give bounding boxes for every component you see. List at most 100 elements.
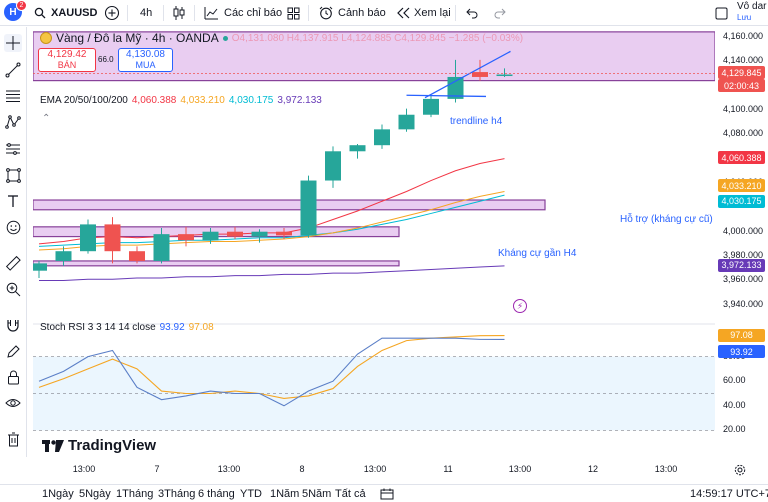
draw-mode-tool[interactable] (4, 342, 22, 360)
candle-body (496, 74, 513, 77)
visibility-tool[interactable] (4, 394, 22, 412)
resistance-annotation[interactable]: Kháng cự gần H4 (498, 248, 577, 259)
replay-label: Xem lại (414, 7, 451, 19)
range-button[interactable]: 6 tháng (198, 488, 235, 500)
candle-body (251, 231, 268, 237)
ema-price-tag: 3,972.133 (718, 258, 765, 272)
undo-button[interactable] (466, 4, 478, 22)
range-button[interactable]: Tất cả (335, 488, 366, 500)
indicators-icon (204, 7, 218, 20)
candle-body (104, 224, 121, 252)
undo-icon (466, 8, 478, 19)
buy-button[interactable]: 4,130.08 MUA (118, 48, 173, 72)
ema-legend[interactable]: EMA 20/50/100/200 4,060.388 4,033.210 4,… (40, 95, 322, 106)
sr-zone (33, 199, 546, 211)
candle-body (423, 98, 439, 115)
rsi-tick-label: 40.00 (723, 399, 746, 410)
notification-badge: 2 (16, 0, 27, 11)
range-button[interactable]: YTD (240, 488, 262, 500)
sell-button[interactable]: 4,129.42 BÁN (38, 48, 96, 72)
pencil-lock-icon (6, 344, 20, 358)
sr-zone (33, 260, 400, 267)
time-axis[interactable]: 13:00 7 13:00 8 13:00 11 13:00 12 13:00 (33, 462, 715, 478)
gold-coin-icon (40, 32, 52, 44)
ema-price-tag: 4,060.388 (718, 151, 765, 165)
forecast-icon (6, 143, 20, 155)
market-status-dot (222, 35, 228, 41)
replay-button[interactable]: Xem lại (397, 4, 451, 22)
range-button[interactable]: 1Ngày (42, 488, 74, 500)
rsi-tick-label: 60.00 (723, 375, 746, 386)
trendline-tool[interactable] (4, 61, 22, 79)
redo-button[interactable] (494, 4, 506, 22)
candle-body (374, 129, 390, 146)
compare-button[interactable] (104, 4, 120, 22)
calendar-range-icon (380, 488, 394, 500)
pattern-tool[interactable] (4, 113, 22, 131)
candle-body (80, 224, 96, 252)
trendline-annotation[interactable]: trendline h4 (450, 116, 503, 127)
price-tick-label: 4,160.000 (723, 30, 764, 41)
zoom-tool[interactable] (4, 280, 22, 298)
timezone-clock[interactable]: 14:59:17 UTC+7 (690, 488, 768, 500)
ema-price-tag: 4,033.210 (718, 179, 765, 193)
separator (194, 5, 195, 21)
candle-body (398, 114, 415, 130)
save-layout-button[interactable]: Vô dar Lưu (737, 1, 766, 23)
ruler-tool[interactable] (4, 254, 22, 272)
symbol-description: Vàng / Đô la Mỹ · 4h · OANDA (56, 31, 219, 45)
stoch-rsi-legend[interactable]: Stoch RSI 3 3 14 14 close 93.92 97.08 (40, 322, 214, 333)
range-button[interactable]: 3Tháng (158, 488, 196, 500)
lock-tool[interactable] (4, 368, 22, 386)
price-chart[interactable] (33, 27, 715, 457)
trendline-icon (5, 62, 21, 78)
text-icon (8, 195, 18, 207)
stoch-d-value: 97.08 (188, 322, 214, 333)
symbol-label: XAUUSD (51, 7, 98, 19)
text-tool[interactable] (4, 192, 22, 210)
delete-tool[interactable] (4, 430, 22, 448)
indicators-button[interactable]: Các chỉ báo (204, 4, 282, 22)
candle-body (447, 76, 464, 99)
interval-button[interactable]: 4h (140, 7, 153, 19)
legend-collapse-icon[interactable]: ⌃ (42, 113, 51, 124)
crosshair-tool[interactable] (4, 34, 22, 52)
magnet-tool[interactable] (4, 316, 22, 334)
range-button[interactable]: 1Năm (270, 488, 300, 500)
bottom-toolbar: 14:59:17 UTC+7 1Ngày 5Ngày 1Tháng 3Tháng 6 t… (0, 484, 768, 502)
layout-name-checkbox[interactable] (715, 4, 728, 22)
fib-tool[interactable] (4, 87, 22, 105)
alerts-button[interactable]: Cảnh báo (319, 4, 386, 22)
time-tick-label: 12 (587, 464, 599, 474)
tv-logo-icon (42, 439, 64, 452)
stoch-k-value: 93.92 (159, 322, 185, 333)
shape-tool[interactable] (4, 166, 22, 184)
range-button[interactable]: 5Ngày (79, 488, 111, 500)
layout-title: Vô dar (737, 1, 767, 12)
symbol-search-button[interactable]: XAUUSD (34, 4, 97, 22)
price-tick-label: 4,140.000 (723, 55, 764, 66)
time-tick-label: 13:00 (654, 464, 678, 474)
separator (308, 5, 309, 21)
candle-body (227, 231, 243, 237)
alerts-label: Cảnh báo (338, 7, 386, 19)
chart-type-button[interactable] (172, 4, 186, 22)
time-tick-label: 13:00 (508, 464, 532, 474)
buy-price: 4,130.08 (126, 49, 165, 60)
separator (127, 5, 128, 21)
support-annotation[interactable]: Hỗ trợ (kháng cự cũ) (620, 214, 713, 225)
sell-price: 4,129.42 (47, 49, 87, 60)
layouts-button[interactable] (287, 4, 300, 22)
time-tick-label: 8 (299, 464, 305, 474)
range-button[interactable]: 5Năm (302, 488, 332, 500)
forecast-tool[interactable] (4, 140, 22, 158)
drawing-toolbar (0, 27, 27, 457)
emoji-tool[interactable] (4, 218, 22, 236)
date-range-button[interactable] (380, 488, 394, 502)
axis-settings-button[interactable] (734, 464, 746, 479)
ema-price-tag: 4,030.175 (718, 194, 765, 208)
avatar-letter: H (9, 6, 17, 18)
price-axis[interactable]: 4,160.0004,140.0004,100.0004,080.0004,04… (715, 27, 768, 457)
range-button[interactable]: 1Tháng (116, 488, 154, 500)
lightning-event-icon[interactable]: ⚡ (513, 299, 527, 313)
